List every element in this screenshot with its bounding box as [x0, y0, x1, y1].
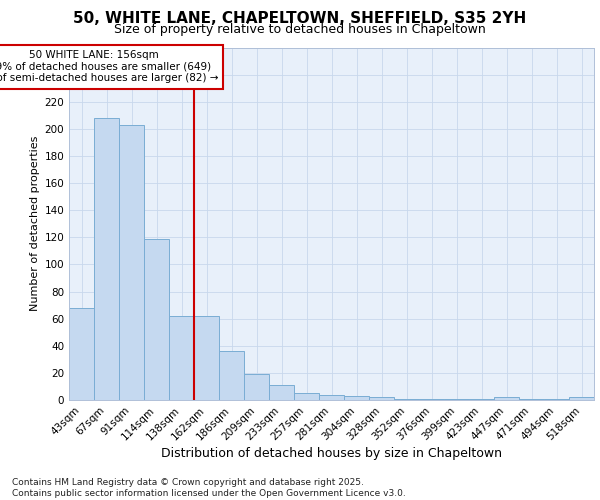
Y-axis label: Number of detached properties: Number of detached properties	[30, 136, 40, 312]
Bar	[544, 398, 569, 400]
Text: 50, WHITE LANE, CHAPELTOWN, SHEFFIELD, S35 2YH: 50, WHITE LANE, CHAPELTOWN, SHEFFIELD, S…	[73, 11, 527, 26]
Bar	[419, 398, 444, 400]
Bar	[369, 398, 394, 400]
Bar	[569, 398, 594, 400]
Bar	[269, 385, 294, 400]
Bar	[119, 125, 144, 400]
Bar	[294, 393, 319, 400]
Bar	[394, 398, 419, 400]
X-axis label: Distribution of detached houses by size in Chapeltown: Distribution of detached houses by size …	[161, 448, 502, 460]
Bar	[344, 396, 369, 400]
Bar	[194, 316, 219, 400]
Bar	[444, 398, 469, 400]
Bar	[69, 308, 94, 400]
Bar	[144, 238, 169, 400]
Bar	[319, 394, 344, 400]
Text: 50 WHITE LANE: 156sqm
← 89% of detached houses are smaller (649)
11% of semi-det: 50 WHITE LANE: 156sqm ← 89% of detached …	[0, 50, 218, 84]
Bar	[169, 316, 194, 400]
Bar	[94, 118, 119, 400]
Bar	[519, 398, 544, 400]
Bar	[219, 351, 244, 400]
Text: Size of property relative to detached houses in Chapeltown: Size of property relative to detached ho…	[114, 22, 486, 36]
Bar	[469, 398, 494, 400]
Bar	[244, 374, 269, 400]
Bar	[494, 398, 519, 400]
Text: Contains HM Land Registry data © Crown copyright and database right 2025.
Contai: Contains HM Land Registry data © Crown c…	[12, 478, 406, 498]
